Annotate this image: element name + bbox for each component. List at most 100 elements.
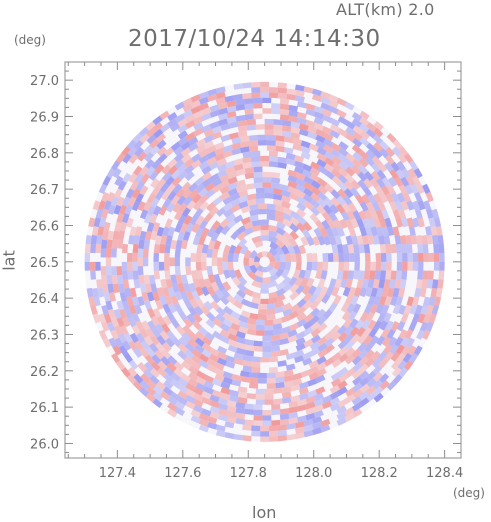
radar-cell <box>173 152 185 163</box>
radar-cell <box>140 373 151 384</box>
radar-cell <box>280 269 290 279</box>
radar-cell <box>286 433 296 441</box>
radar-cell <box>305 396 316 404</box>
radar-cell <box>336 411 347 421</box>
radar-cell <box>145 166 156 177</box>
radar-cell <box>189 298 199 309</box>
radar-cell <box>337 325 348 336</box>
radar-cell <box>375 252 382 262</box>
radar-cell <box>270 182 281 190</box>
radar-cell <box>226 219 237 229</box>
radar-cell <box>381 176 392 188</box>
radar-cell <box>285 158 296 166</box>
radar-cell <box>255 124 265 130</box>
radar-cell <box>107 230 115 241</box>
radar-cell <box>257 309 267 315</box>
radar-cell <box>315 219 325 231</box>
radar-cell <box>420 304 429 316</box>
radar-cell <box>417 313 426 324</box>
radar-cell <box>225 166 236 175</box>
radar-cell <box>166 311 176 322</box>
radar-cell <box>145 392 156 403</box>
radar-cell <box>160 278 168 289</box>
radar-cell <box>98 329 108 340</box>
radar-cell <box>268 436 279 442</box>
radar-cell <box>415 234 423 245</box>
radar-cell <box>153 252 160 262</box>
radar-cell <box>144 158 155 170</box>
radar-cell <box>243 257 250 267</box>
radar-cell <box>380 185 390 196</box>
radar-cell <box>364 261 371 271</box>
radar-cell <box>240 205 251 214</box>
radar-cell <box>277 156 287 164</box>
radar-cell <box>167 190 177 201</box>
radar-cell <box>124 204 133 215</box>
radar-cell <box>367 235 375 245</box>
radar-cell <box>148 342 159 353</box>
radar-cell <box>247 271 257 281</box>
radar-cell <box>139 133 150 144</box>
radar-cell <box>390 243 397 254</box>
radar-cell <box>288 406 299 414</box>
radar-cell <box>129 287 137 298</box>
radar-cell <box>167 118 178 128</box>
radar-cell <box>345 152 356 163</box>
radar-cell <box>303 187 314 197</box>
radar-cell <box>275 232 286 242</box>
radar-cell <box>227 182 238 191</box>
radar-cell <box>235 336 246 345</box>
radar-cell <box>195 183 206 193</box>
radar-cell <box>272 317 283 325</box>
radar-cell <box>222 202 233 212</box>
radar-cell <box>223 244 231 255</box>
radar-cell <box>398 146 409 157</box>
radar-cell <box>389 296 398 307</box>
radar-cell <box>383 278 391 289</box>
radar-cell <box>117 274 124 285</box>
radar-cell <box>279 183 290 192</box>
radar-cell <box>233 352 244 360</box>
radar-cell <box>224 421 235 429</box>
radar-cell <box>233 93 243 101</box>
radar-cell <box>222 150 233 159</box>
y-tick-label: 26.4 <box>30 292 59 307</box>
radar-cell <box>269 267 278 277</box>
radar-cell <box>398 367 409 378</box>
radar-cell <box>126 217 134 228</box>
radar-cell <box>121 270 129 280</box>
radar-cell <box>201 396 212 406</box>
radar-cell <box>297 111 307 120</box>
radar-cell <box>153 128 164 139</box>
radar-cell <box>322 252 329 262</box>
radar-cell <box>283 136 294 144</box>
radar-cell <box>218 102 229 110</box>
radar-cell <box>292 138 303 146</box>
radar-cell <box>380 252 387 262</box>
radar-cell <box>269 92 279 99</box>
radar-cell <box>344 101 355 111</box>
radar-cell <box>373 121 384 131</box>
radar-cell <box>150 361 161 372</box>
radar-cell <box>366 391 377 402</box>
radar-cell <box>308 371 319 381</box>
radar-cell <box>428 313 437 324</box>
radar-cell <box>359 311 369 322</box>
radar-cell <box>390 161 400 173</box>
radar-cell <box>358 363 369 374</box>
radar-cell <box>378 235 386 245</box>
radar-cell <box>349 326 360 337</box>
radar-cell <box>86 287 94 298</box>
radar-cell <box>270 177 281 184</box>
radar-cell <box>220 225 231 236</box>
radar-cell <box>103 313 112 324</box>
radar-cell <box>101 191 110 203</box>
radar-cell <box>281 120 292 127</box>
radar-cell <box>394 234 402 245</box>
radar-cell <box>367 278 375 289</box>
radar-cell <box>246 119 256 126</box>
radar-cell <box>292 372 303 381</box>
radar-cell <box>422 183 431 194</box>
y-tick-label: 26.1 <box>30 401 59 416</box>
radar-cell <box>209 104 220 113</box>
